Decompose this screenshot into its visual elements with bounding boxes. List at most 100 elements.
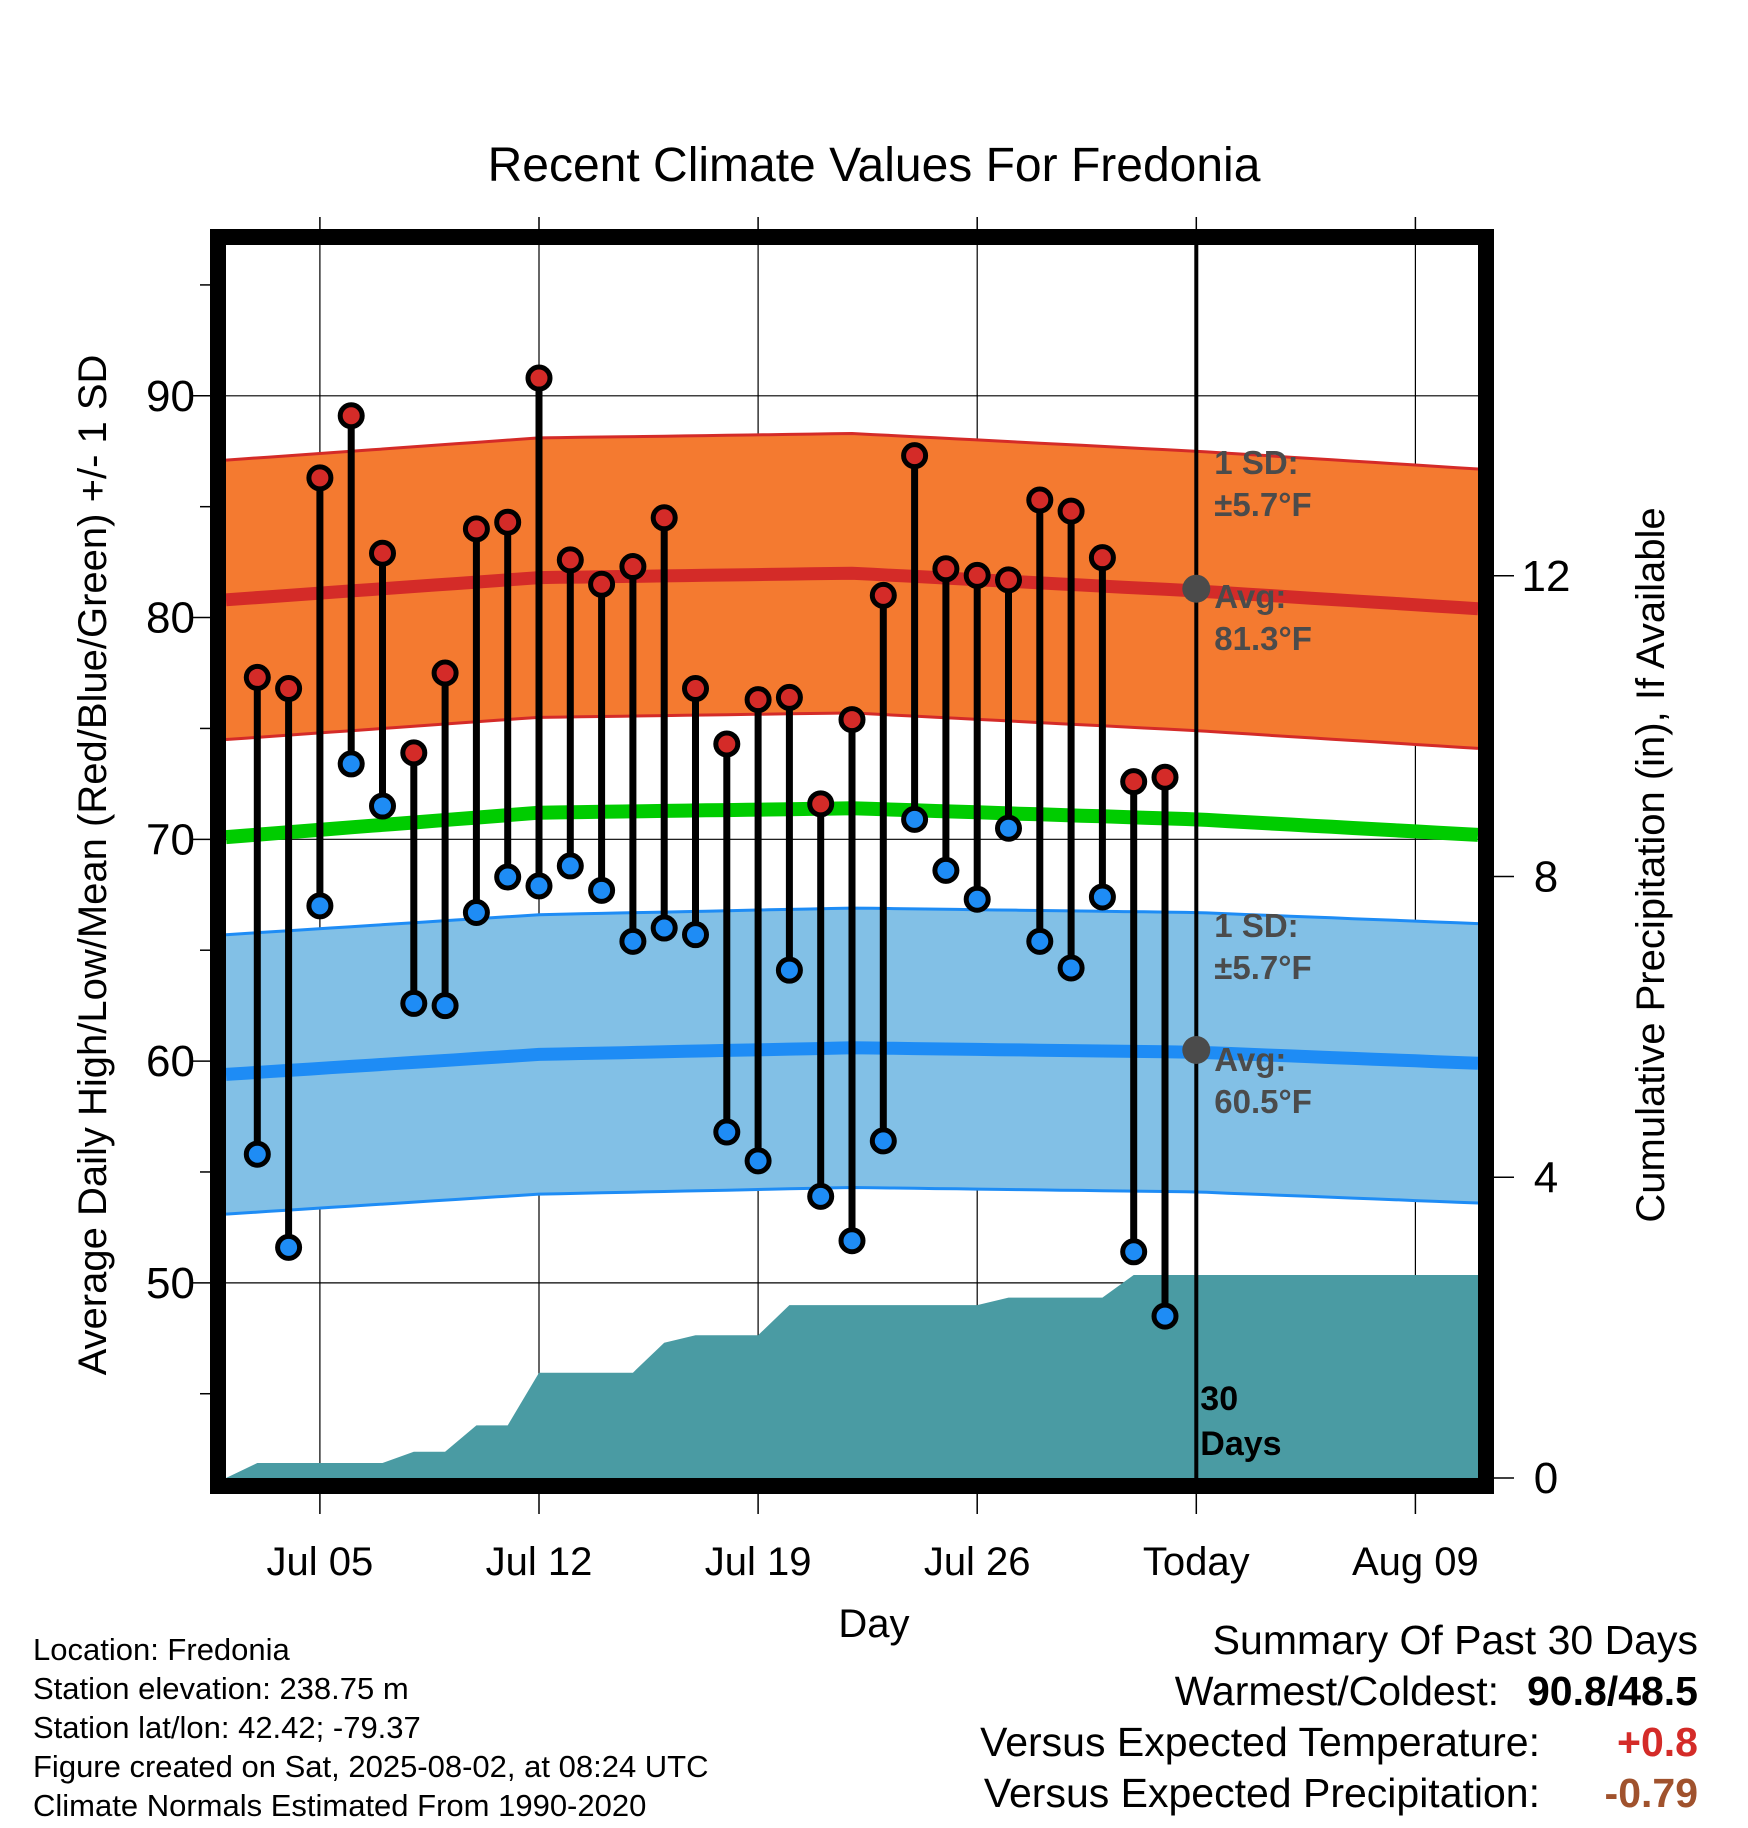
daily-high-point <box>1057 497 1085 525</box>
daily-high-point <box>337 402 365 430</box>
temp-anomaly-row: Versus Expected Temperature: +0.8 <box>980 1717 1698 1768</box>
daily-high-point <box>963 561 991 589</box>
daily-high-point <box>462 515 490 543</box>
daily-low-point <box>775 956 803 984</box>
daily-high-point <box>588 570 616 598</box>
daily-low-point <box>744 1147 772 1175</box>
high-sd-upper-line <box>225 431 1479 471</box>
daily-low-point <box>1026 927 1054 955</box>
x-axis-label: Day <box>838 1602 909 1646</box>
precip-anomaly-value: -0.79 <box>1604 1770 1698 1816</box>
y-tick-label-left: 50 <box>146 1259 195 1308</box>
elevation-text: Station elevation: 238.75 m <box>33 1671 409 1706</box>
daily-low-point <box>838 1227 866 1255</box>
low-avg-value: 60.5°F <box>1214 1083 1312 1120</box>
daily-low-point <box>369 792 396 820</box>
y-tick-label-right: 4 <box>1534 1153 1558 1202</box>
daily-high-point <box>682 675 709 703</box>
daily-high-point <box>807 790 835 818</box>
daily-low-point <box>337 750 365 778</box>
days-label-word: Days <box>1200 1425 1281 1463</box>
y-tick-label-right: 0 <box>1534 1454 1558 1503</box>
x-tick-label: Jul 26 <box>924 1540 1031 1584</box>
daily-high-point <box>243 663 271 691</box>
daily-low-point <box>1120 1238 1148 1266</box>
daily-low-point <box>400 989 428 1017</box>
latlon-text: Station lat/lon: 42.42; -79.37 <box>33 1710 421 1745</box>
temp-anomaly-value: +0.8 <box>1617 1719 1698 1765</box>
y-axis-label-left: Average Daily High/Low/Mean (Red/Blue/Gr… <box>71 355 115 1376</box>
x-tick-label: Jul 05 <box>267 1540 374 1584</box>
daily-low-point <box>306 892 334 920</box>
daily-low-point <box>713 1118 741 1146</box>
daily-high-point <box>869 581 897 609</box>
plot-area: 1 SD: ±5.7°F Avg: 81.3°F 1 SD: ±5.7°F Avg: 60.5… <box>225 245 1479 1478</box>
daily-low-point <box>995 814 1022 842</box>
summary-panel: Summary Of Past 30 Days Warmest/Coldest:… <box>980 1615 1698 1819</box>
summary-title: Summary Of Past 30 Days <box>1212 1617 1698 1663</box>
daily-low-point <box>869 1127 897 1155</box>
high-sd-label: 1 SD: <box>1214 444 1298 481</box>
warm-cold-label: Warmest/Coldest: <box>1174 1668 1499 1714</box>
high-avg-value: 81.3°F <box>1214 620 1312 657</box>
daily-high-point <box>431 659 459 687</box>
daily-low-point <box>1057 954 1085 982</box>
daily-high-point <box>995 566 1022 594</box>
precip-anomaly-label: Versus Expected Precipitation: <box>983 1770 1540 1816</box>
low-avg-today-marker <box>1182 1035 1211 1064</box>
daily-high-point <box>400 739 428 767</box>
daily-low-point <box>901 805 929 833</box>
daily-low-point <box>619 927 647 955</box>
daily-high-point <box>1120 768 1148 796</box>
daily-low-point <box>494 863 522 891</box>
axes: 50 60 70 80 90 0 4 8 12 Jul 05 Jul 12 Jul 19 Jul 26 T… <box>146 217 1570 1584</box>
daily-high-point <box>369 539 396 567</box>
warm-cold-row: Warmest/Coldest: 90.8/48.5 <box>980 1666 1698 1717</box>
daily-high-point <box>901 442 929 470</box>
daily-high-point <box>306 464 334 492</box>
daily-low-point <box>243 1140 271 1168</box>
high-avg-label: Avg: <box>1214 578 1286 615</box>
daily-low-point <box>1151 1302 1179 1330</box>
daily-high-point <box>650 504 678 532</box>
daily-low-point <box>525 872 553 900</box>
daily-high-point <box>1088 544 1116 572</box>
daily-low-point <box>807 1182 835 1210</box>
x-tick-label: Aug 09 <box>1352 1540 1479 1584</box>
x-tick-label: Today <box>1143 1540 1250 1584</box>
x-tick-label: Jul 19 <box>705 1540 812 1584</box>
high-sd-value: ±5.7°F <box>1214 486 1311 523</box>
daily-high-point <box>275 675 303 703</box>
chart-title: Recent Climate Values For Fredonia <box>488 139 1261 192</box>
daily-high-point <box>525 364 553 392</box>
daily-high-point <box>775 683 803 711</box>
daily-low-point <box>588 876 616 904</box>
station-info: Location: Fredonia Station elevation: 23… <box>33 1630 709 1825</box>
location-text: Location: Fredonia <box>33 1632 290 1667</box>
created-text: Figure created on Sat, 2025-08-02, at 08… <box>33 1749 709 1784</box>
daily-high-point <box>1151 763 1179 791</box>
y-tick-label-left: 90 <box>146 372 195 421</box>
daily-high-point <box>1026 486 1054 514</box>
y-tick-label-right: 8 <box>1534 853 1558 902</box>
precip-area <box>226 1275 1478 1478</box>
daily-low-point <box>650 914 678 942</box>
x-tick-label: Jul 12 <box>486 1540 593 1584</box>
daily-high-point <box>838 706 866 734</box>
temp-anomaly-label: Versus Expected Temperature: <box>980 1719 1540 1765</box>
daily-low-point <box>431 992 459 1020</box>
daily-low-point <box>556 852 584 880</box>
y-axis-label-right: Cumulative Precipitation (in), If Availa… <box>1629 507 1673 1222</box>
daily-high-point <box>494 508 522 536</box>
daily-low-point <box>963 885 991 913</box>
daily-low-point <box>1088 883 1116 911</box>
y-tick-label-left: 60 <box>146 1037 195 1086</box>
y-tick-label-left: 70 <box>146 815 195 864</box>
low-sd-label: 1 SD: <box>1214 907 1298 944</box>
daily-low-point <box>932 856 960 884</box>
daily-high-point <box>713 730 741 758</box>
daily-high-point <box>744 686 772 714</box>
daily-low-point <box>275 1233 303 1261</box>
low-avg-label: Avg: <box>1214 1041 1286 1078</box>
